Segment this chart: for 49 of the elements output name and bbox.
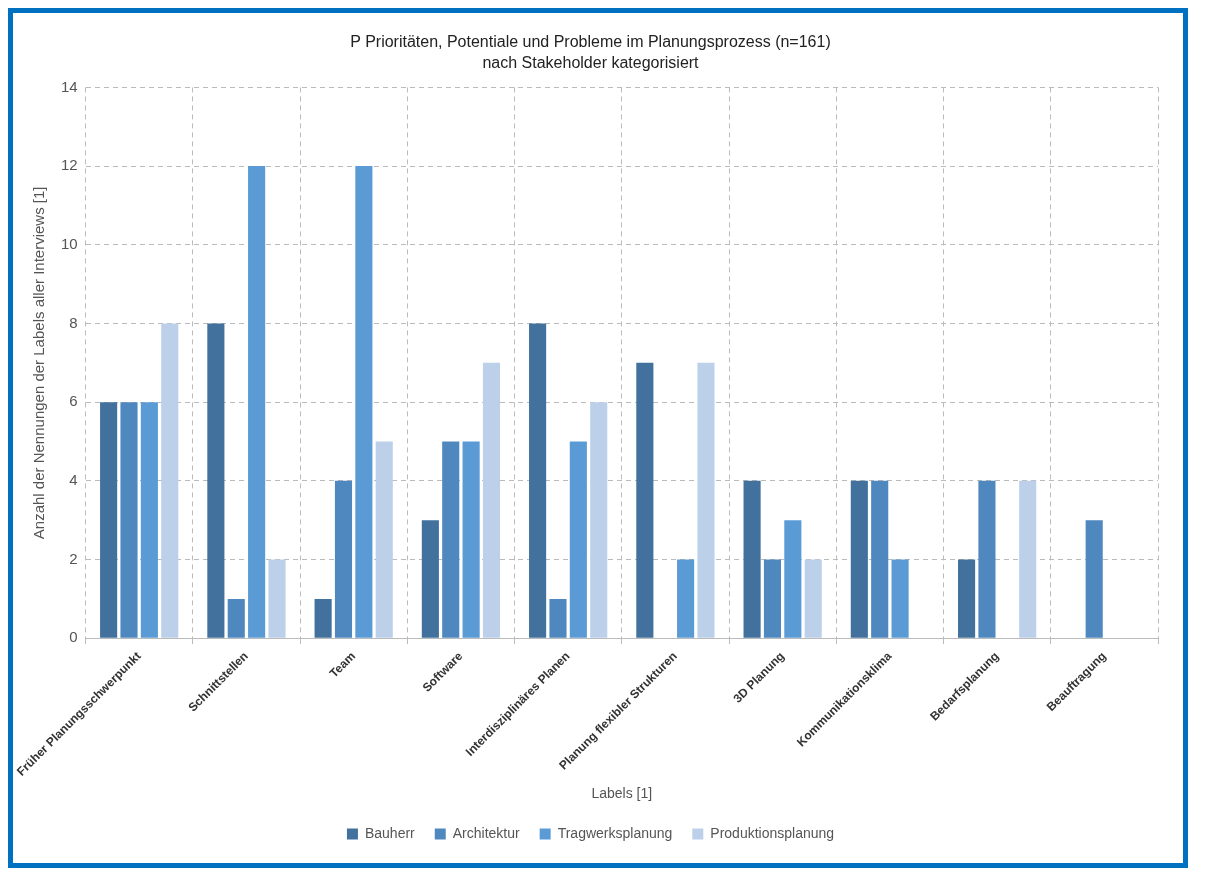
bar (891, 559, 909, 638)
y-tick-label: 8 (69, 313, 78, 331)
bar (248, 166, 266, 638)
bar (314, 598, 332, 638)
bar (1019, 480, 1037, 638)
y-tick-label: 12 (60, 156, 78, 174)
bar (1085, 520, 1103, 638)
bar (462, 441, 480, 638)
bar (375, 441, 393, 638)
bar (268, 559, 286, 638)
legend-label: Tragwerksplanung (557, 824, 673, 841)
bar (207, 323, 225, 638)
y-tick-label: 2 (69, 549, 78, 567)
bar (100, 402, 118, 638)
legend-label: Bauherr (364, 824, 416, 841)
bar (549, 598, 567, 638)
bar (140, 402, 158, 638)
y-tick-label: 0 (69, 628, 78, 646)
bar (227, 598, 245, 638)
bar (978, 480, 996, 638)
bar (677, 559, 695, 638)
x-axis-title: Labels [1] (591, 785, 653, 802)
bar (529, 323, 547, 638)
chart-title: P Prioritäten, Potentiale und Probleme im Planungsprozess (n=161) (350, 33, 831, 51)
bar (958, 559, 976, 638)
bar (355, 166, 373, 638)
bar (421, 520, 439, 638)
y-axis-title: Anzahl der Nennungen der Labels aller Interviews [1] (30, 186, 48, 540)
bar (850, 480, 868, 638)
y-tick-label: 14 (60, 77, 78, 95)
bar (804, 559, 822, 638)
bar (763, 559, 782, 638)
bar (442, 441, 460, 638)
bar (334, 480, 353, 638)
bar (590, 402, 608, 638)
y-tick-label: 10 (60, 234, 78, 252)
bar (636, 362, 654, 638)
legend-label: Architektur (452, 824, 520, 841)
bar (784, 520, 802, 638)
bar (569, 441, 587, 638)
y-tick-label: 6 (69, 392, 78, 410)
legend-label: Produktionsplanung (710, 824, 835, 841)
bar (743, 480, 761, 638)
bar (161, 323, 179, 638)
y-tick-label: 4 (69, 471, 78, 489)
bar (120, 402, 138, 638)
bar (871, 480, 889, 638)
bar (697, 362, 715, 638)
bar (482, 362, 501, 638)
